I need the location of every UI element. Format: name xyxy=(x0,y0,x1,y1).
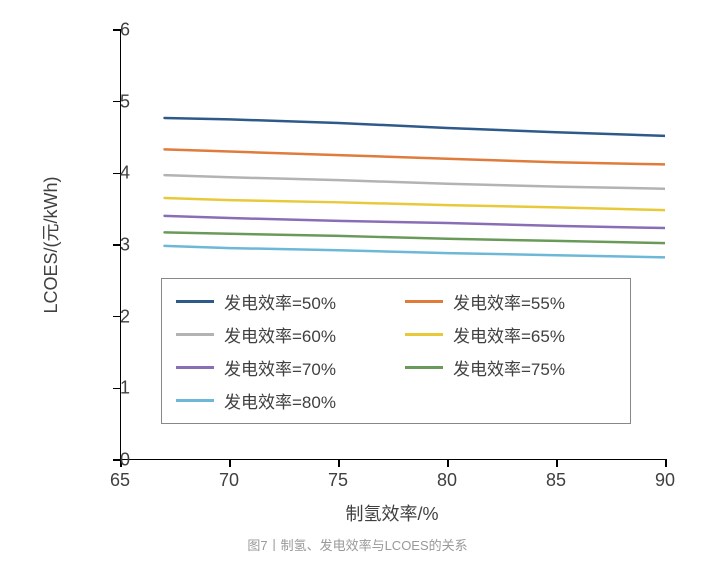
y-tick-label: 1 xyxy=(100,378,130,399)
series-line xyxy=(165,216,665,228)
legend-label: 发电效率=80% xyxy=(224,388,336,413)
y-tick-label: 3 xyxy=(100,235,130,256)
legend-swatch xyxy=(405,333,443,336)
plot-area: 发电效率=50% 发电效率=55% 发电效率=60% 发电效率=65% 发电效率=70%… xyxy=(120,30,665,460)
x-tick xyxy=(338,459,340,467)
legend-label: 发电效率=55% xyxy=(453,289,565,314)
x-tick-label: 65 xyxy=(110,470,130,491)
x-tick-label: 85 xyxy=(546,470,566,491)
legend-item: 发电效率=65% xyxy=(405,322,616,347)
y-axis-label: LCOES/(元/kWh) xyxy=(37,176,63,313)
x-tick xyxy=(665,459,667,467)
y-tick-label: 2 xyxy=(100,306,130,327)
legend-swatch xyxy=(176,399,214,402)
legend-label: 发电效率=65% xyxy=(453,322,565,347)
x-tick xyxy=(556,459,558,467)
x-tick-label: 75 xyxy=(328,470,348,491)
series-line xyxy=(165,149,665,164)
legend-label: 发电效率=70% xyxy=(224,355,336,380)
x-tick-label: 90 xyxy=(655,470,675,491)
y-tick-label: 6 xyxy=(100,20,130,41)
y-tick-label: 5 xyxy=(100,91,130,112)
x-axis-label: 制氢效率/% xyxy=(345,500,438,526)
figure-caption: 图7丨制氢、发电效率与LCOES的关系 xyxy=(247,535,467,554)
legend-item: 发电效率=60% xyxy=(176,322,387,347)
y-tick-label: 4 xyxy=(100,163,130,184)
legend-swatch xyxy=(176,300,214,303)
series-line xyxy=(165,232,665,243)
series-line xyxy=(165,198,665,210)
series-line xyxy=(165,118,665,136)
x-tick-label: 80 xyxy=(437,470,457,491)
legend-swatch xyxy=(405,366,443,369)
legend-item: 发电效率=55% xyxy=(405,289,616,314)
series-line xyxy=(165,175,665,189)
series-line xyxy=(165,246,665,257)
legend-swatch xyxy=(176,366,214,369)
legend: 发电效率=50% 发电效率=55% 发电效率=60% 发电效率=65% 发电效率=70%… xyxy=(161,278,631,424)
legend-label: 发电效率=50% xyxy=(224,289,336,314)
legend-label: 发电效率=60% xyxy=(224,322,336,347)
x-tick xyxy=(229,459,231,467)
legend-swatch xyxy=(176,333,214,336)
chart-container: LCOES/(元/kWh) 制氢效率/% 发电效率=50%发电效率=55%发电效… xyxy=(30,15,690,525)
x-tick-label: 70 xyxy=(219,470,239,491)
legend-label: 发电效率=75% xyxy=(453,355,565,380)
legend-item: 发电效率=50% xyxy=(176,289,387,314)
legend-item: 发电效率=80% xyxy=(176,388,387,413)
legend-item: 发电效率=70% xyxy=(176,355,387,380)
x-tick xyxy=(447,459,449,467)
legend-swatch xyxy=(405,300,443,303)
legend-item: 发电效率=75% xyxy=(405,355,616,380)
y-tick-label: 0 xyxy=(100,450,130,471)
